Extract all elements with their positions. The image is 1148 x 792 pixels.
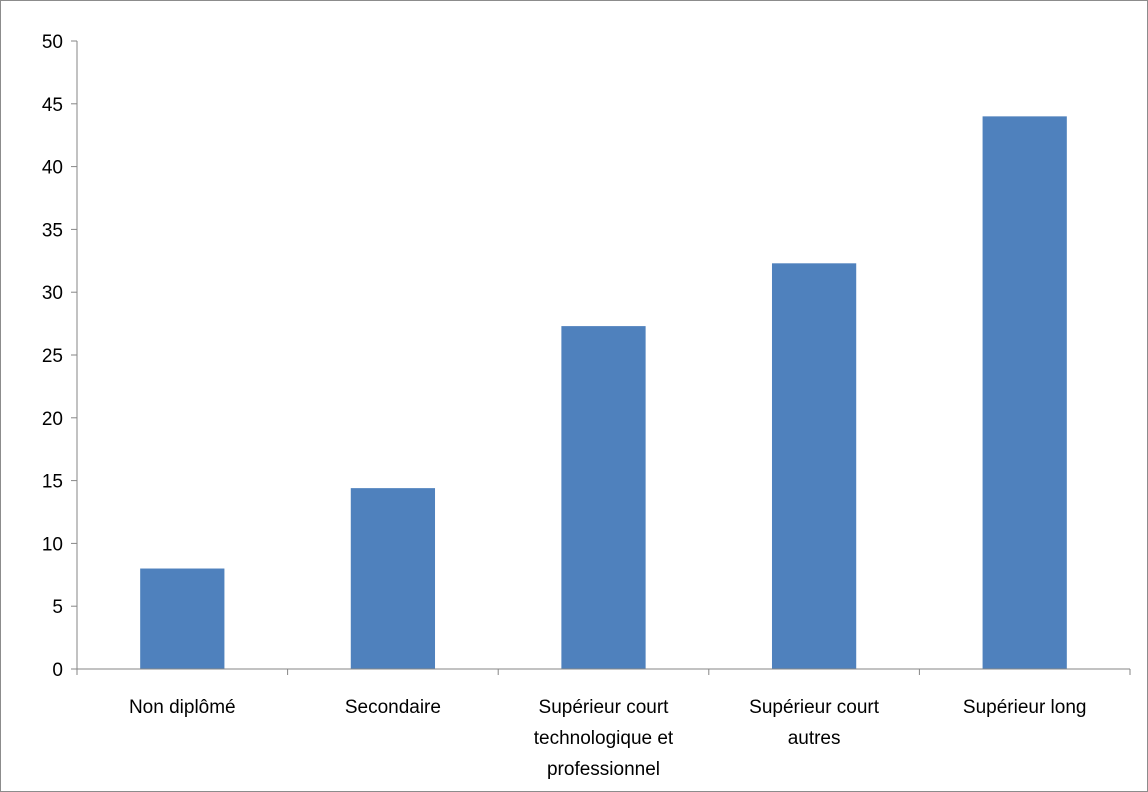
bar (771, 263, 857, 669)
x-axis: Non diplômé Secondaire Supérieur court tech… (76, 668, 1131, 780)
y-tick-label: 45 (42, 95, 63, 116)
bars (140, 116, 1067, 670)
bar (561, 326, 646, 669)
bar (140, 568, 225, 669)
y-tick-label: 0 (52, 660, 63, 681)
y-tick-label: 5 (52, 597, 63, 618)
bar (982, 116, 1067, 670)
y-tick-label: 20 (42, 409, 63, 430)
y-tick-label: 25 (42, 346, 63, 367)
x-tick-label: Secondaire (345, 697, 441, 718)
y-tick-label: 15 (42, 472, 63, 493)
bar (350, 488, 436, 669)
x-tick-label: Supérieur court technologique et professio… (534, 697, 674, 780)
y-tick-label: 50 (42, 32, 63, 53)
y-tick-label: 30 (42, 283, 63, 304)
x-tick-label: Non diplômé (129, 697, 236, 718)
x-tick-label: Supérieur long (963, 697, 1087, 718)
y-tick-label: 10 (42, 534, 63, 555)
y-tick-label: 40 (42, 158, 63, 179)
y-axis: 0 5 10 15 20 25 30 35 40 45 50 (42, 32, 78, 681)
x-tick-label: Supérieur court autres (749, 697, 880, 749)
y-tick-label: 35 (42, 220, 63, 241)
